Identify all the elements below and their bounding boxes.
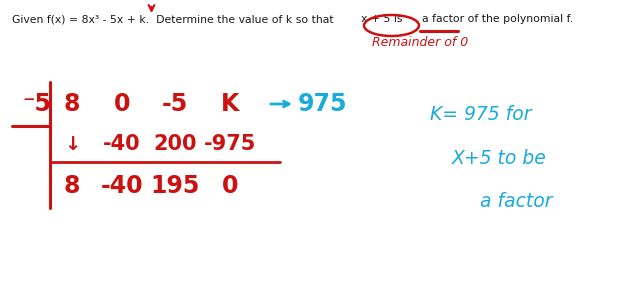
Text: a factor of the polynomial f.: a factor of the polynomial f. [422, 14, 573, 24]
Text: -40: -40 [103, 134, 141, 154]
Text: 975: 975 [298, 92, 348, 116]
Text: K= 975 for: K= 975 for [430, 104, 531, 123]
Text: 8: 8 [64, 174, 80, 198]
Text: -5: -5 [162, 92, 188, 116]
Text: -40: -40 [100, 174, 144, 198]
Text: 195: 195 [150, 174, 200, 198]
Text: -975: -975 [204, 134, 256, 154]
Text: Given f(x) = 8x³ - 5x + k.  Determine the value of k so that: Given f(x) = 8x³ - 5x + k. Determine the… [12, 14, 334, 24]
Text: a factor: a factor [480, 192, 553, 210]
Text: ⁻5: ⁻5 [23, 92, 52, 116]
Text: K: K [221, 92, 239, 116]
Text: 0: 0 [114, 92, 130, 116]
Text: x + 5 is: x + 5 is [361, 14, 403, 24]
Text: ↓: ↓ [64, 134, 80, 154]
Text: X+5 to be: X+5 to be [452, 149, 547, 168]
Text: 0: 0 [222, 174, 238, 198]
Text: 200: 200 [153, 134, 197, 154]
Text: 8: 8 [64, 92, 80, 116]
Text: Remainder of 0: Remainder of 0 [372, 36, 468, 49]
